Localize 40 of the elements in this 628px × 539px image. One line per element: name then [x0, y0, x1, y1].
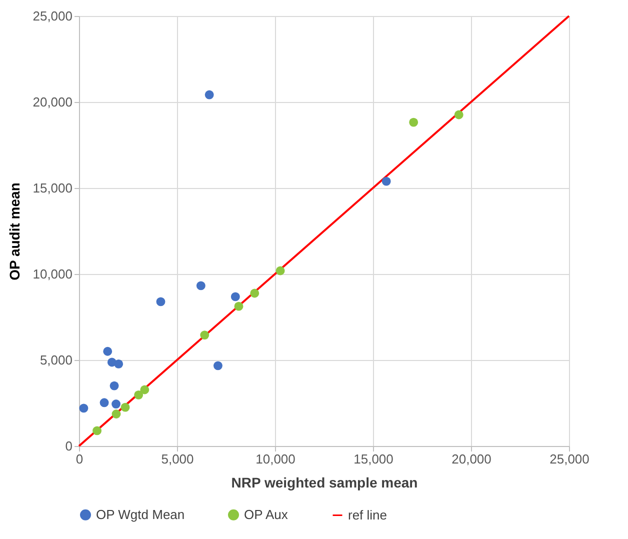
x-tick-label: 10,000: [256, 452, 296, 466]
legend-label: OP Wgtd Mean: [96, 506, 185, 522]
point: [134, 390, 144, 400]
point: [230, 292, 240, 302]
x-tick-label: 25,000: [550, 452, 590, 466]
point: [112, 400, 121, 408]
x-axis-title: NRP weighted sample mean: [231, 474, 418, 490]
legend-label: OP Aux: [244, 506, 288, 522]
point: [454, 110, 464, 120]
point: [110, 381, 119, 390]
point: [276, 266, 285, 276]
point: [100, 398, 109, 408]
point: [103, 346, 112, 356]
point: [156, 297, 166, 306]
point: [79, 404, 88, 413]
y-tick-label: 0: [65, 438, 72, 454]
point: [120, 402, 130, 412]
y-tick-label: 15,000: [32, 180, 72, 196]
x-tick-label: 15,000: [354, 452, 394, 466]
point: [114, 359, 124, 368]
point: [200, 330, 210, 340]
point: [250, 288, 260, 298]
point: [213, 361, 222, 370]
y-axis-title: OP audit mean: [6, 182, 23, 280]
point: [234, 302, 244, 311]
point: [204, 90, 214, 100]
point: [409, 118, 418, 127]
y-tick-label: 5,000: [40, 352, 72, 368]
x-tick-label: 0: [76, 452, 84, 466]
point: [382, 176, 391, 186]
point: [196, 281, 206, 290]
point: [112, 410, 121, 418]
y-tick-label: 10,000: [32, 266, 72, 282]
x-tick-label: 5,000: [161, 452, 194, 466]
legend-label: ref line: [348, 507, 388, 522]
x-tick-label: 20,000: [452, 452, 492, 466]
point: [92, 426, 102, 436]
y-tick-label: 25,000: [32, 8, 72, 24]
y-tick-label: 20,000: [32, 94, 72, 110]
point: [140, 385, 150, 394]
